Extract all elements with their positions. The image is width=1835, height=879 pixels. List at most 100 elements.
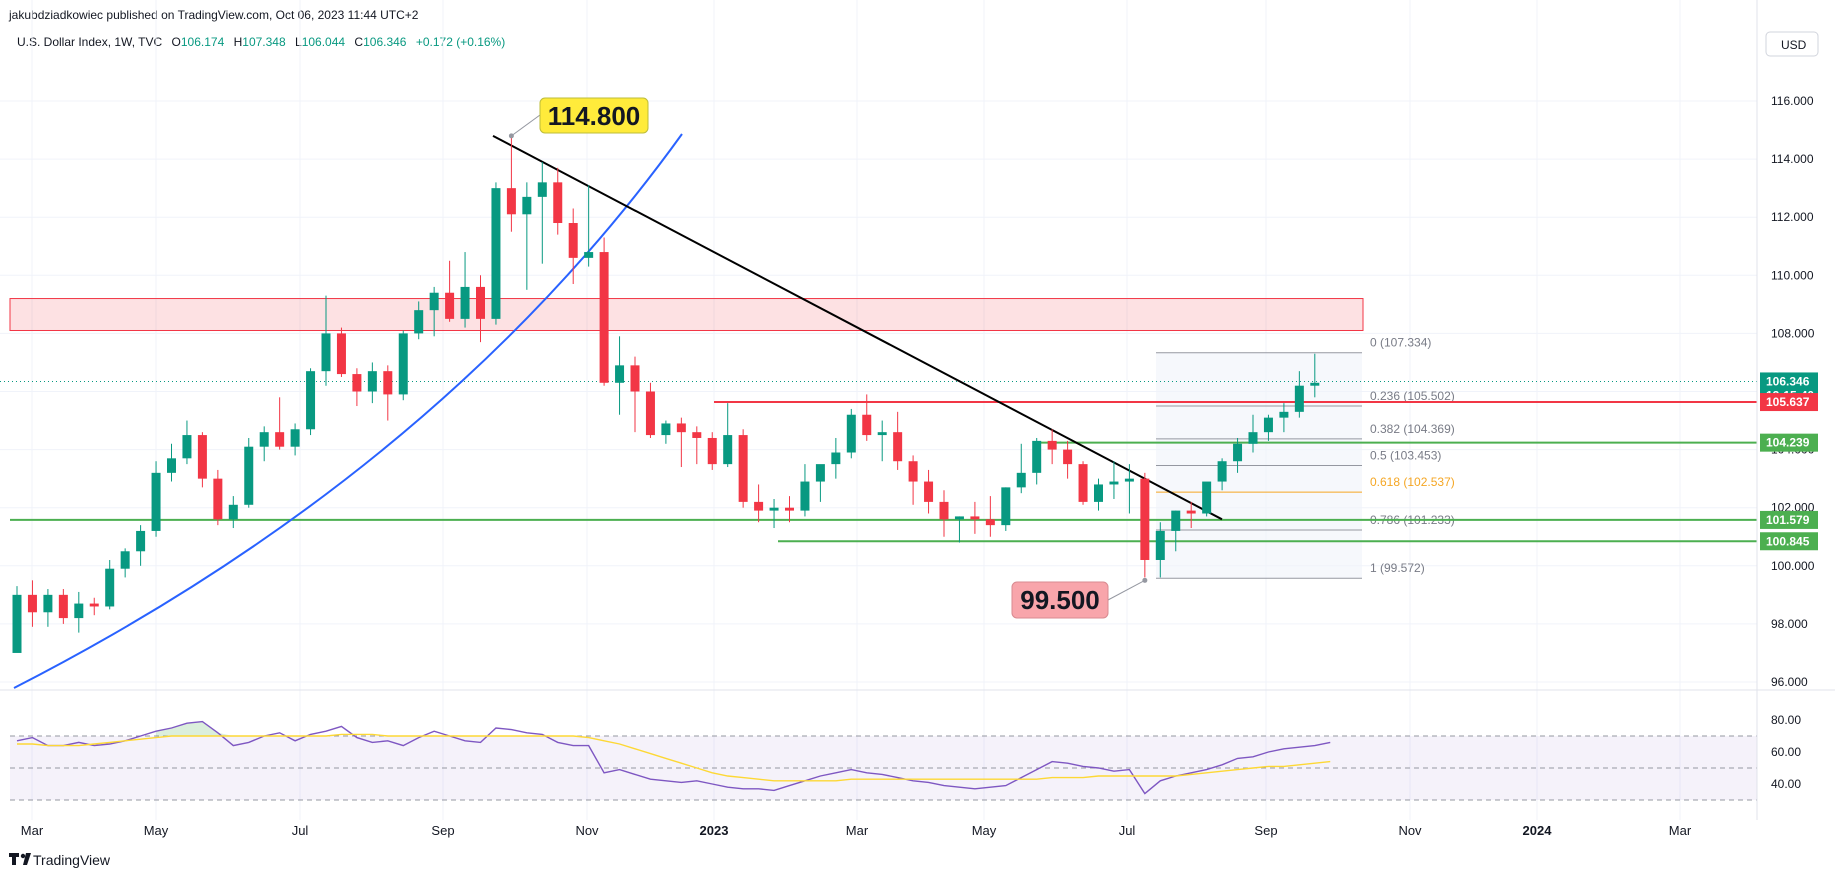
- candle: [151, 461, 161, 537]
- time-axis[interactable]: Mar May Jul Sep Nov 2023 Mar May Jul Sep Nov 2024 Ma…: [21, 823, 1692, 838]
- candle-body: [244, 446, 254, 505]
- candle-body: [676, 423, 686, 433]
- candle: [1032, 437, 1042, 485]
- level-price-label: 105.637: [1766, 395, 1810, 409]
- candle: [769, 498, 779, 529]
- candle: [1140, 472, 1150, 578]
- candle-body: [877, 432, 887, 436]
- time-tick-label: Mar: [21, 823, 44, 838]
- time-tick-label: Jul: [292, 823, 309, 838]
- candle-body: [908, 461, 918, 482]
- uptrend-curve: [13, 133, 683, 689]
- close-value: 106.346: [363, 35, 407, 49]
- candle-body: [1032, 440, 1042, 473]
- candle: [568, 208, 578, 285]
- candle-body: [491, 188, 501, 319]
- candle-body: [1047, 440, 1057, 450]
- callout-low-text: 99.500: [1020, 585, 1100, 615]
- candle-body: [1186, 510, 1196, 514]
- candle-body: [1202, 481, 1212, 514]
- candle: [893, 411, 903, 470]
- candle-body: [954, 516, 964, 520]
- candle-body: [645, 391, 655, 436]
- candle-body: [522, 196, 532, 215]
- candle-body: [1171, 510, 1181, 531]
- candle: [167, 443, 176, 482]
- candle-body: [182, 435, 192, 459]
- price-tick-label: 114.000: [1771, 152, 1814, 166]
- candle-body: [445, 292, 455, 319]
- callout-box-low: [1011, 581, 1109, 619]
- resistance-zone-box: [9, 298, 1364, 331]
- fib-label: 1 (99.572): [1370, 561, 1425, 575]
- candle-body: [414, 310, 424, 334]
- rsi-tick-label: 60.00: [1771, 745, 1801, 759]
- candle: [58, 589, 68, 624]
- candle: [661, 420, 671, 444]
- candle-body: [862, 414, 872, 436]
- candle: [815, 464, 825, 502]
- candle-body: [1279, 411, 1289, 418]
- candle-body: [383, 371, 393, 395]
- callout-anchor: [1142, 577, 1148, 583]
- open-value: 106.174: [181, 35, 225, 49]
- callout-anchor: [508, 133, 514, 139]
- candle: [228, 496, 238, 529]
- candle: [707, 432, 717, 470]
- candle: [445, 260, 455, 322]
- candle: [692, 426, 702, 465]
- price-tick-label: 110.000: [1771, 268, 1814, 282]
- candle: [970, 501, 980, 534]
- candle: [615, 336, 625, 415]
- candle: [1109, 461, 1119, 499]
- candle: [12, 586, 22, 653]
- candle-body: [584, 252, 594, 258]
- candle: [924, 469, 934, 514]
- rsi-tick-label: 40.00: [1771, 777, 1801, 791]
- level-price-badge: [1760, 433, 1818, 452]
- last-price-label: 106.346: [1766, 374, 1810, 388]
- candle: [1171, 510, 1181, 552]
- publisher-line: jakubdziadkowiec published on TradingVie…: [8, 8, 419, 22]
- fib-label: 0 (107.334): [1370, 336, 1431, 350]
- price-tick-label: 98.000: [1771, 617, 1808, 631]
- candle-body: [306, 371, 316, 430]
- currency-button[interactable]: USD: [1765, 31, 1819, 57]
- low-label: L: [295, 35, 302, 49]
- candle: [1001, 487, 1011, 531]
- candle: [877, 420, 887, 462]
- time-tick-label: Nov: [575, 823, 599, 838]
- candle: [522, 182, 532, 290]
- time-tick-label: Jul: [1119, 823, 1136, 838]
- candle: [414, 301, 424, 340]
- candle: [723, 403, 733, 468]
- candle: [1155, 522, 1165, 578]
- candle-body: [228, 504, 238, 520]
- candle-body: [985, 519, 995, 526]
- candle-body: [352, 374, 362, 392]
- candle: [491, 182, 501, 325]
- candle-body: [800, 481, 810, 511]
- rsi-tick-label: 80.00: [1771, 713, 1801, 727]
- candle: [244, 437, 254, 508]
- price-axis[interactable]: 116.000114.000112.000110.000108.000106.0…: [1760, 94, 1818, 689]
- candle: [460, 252, 470, 328]
- symbol-info: U.S. Dollar Index, 1W, TVC O106.174 H107…: [17, 35, 505, 49]
- candle: [1310, 353, 1320, 398]
- tradingview-logo[interactable]: TradingView: [9, 852, 111, 868]
- candle: [197, 432, 207, 488]
- candle: [383, 365, 393, 421]
- time-tick-label: May: [972, 823, 997, 838]
- candle-body: [429, 292, 439, 311]
- candle: [1217, 458, 1227, 491]
- candle-body: [1078, 464, 1088, 502]
- tradingview-icon: [9, 853, 31, 865]
- candle-body: [692, 432, 702, 438]
- candle: [785, 496, 794, 523]
- candle: [1248, 414, 1258, 453]
- candle-body: [707, 437, 717, 465]
- candle-body: [1155, 530, 1165, 560]
- candle-body: [58, 594, 68, 619]
- trend-lines: [13, 133, 1223, 689]
